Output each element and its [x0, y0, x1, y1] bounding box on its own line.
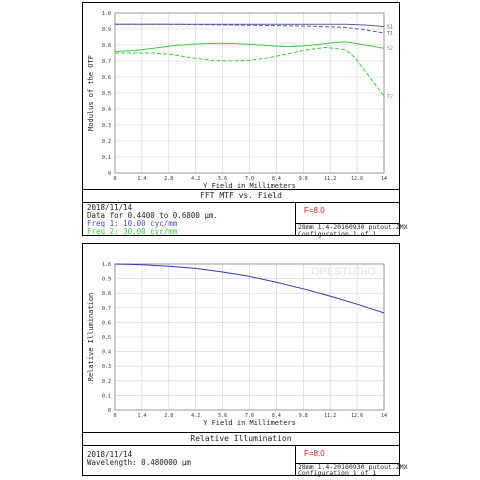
mtf-chart: 0 1.4 2.8 4.2 5.6 7.0 8.4 9.8 11.2 12.6 14 0 0.1 0.2 0… [87, 11, 393, 190]
plot-frame [114, 12, 385, 174]
y-tick-label: 0.5 [102, 335, 111, 341]
x-tick-label: 2.8 [164, 176, 173, 182]
ri-chart: 0 1.4 2.8 4.2 5.6 7.0 8.4 9.8 11.2 12.6 14 0 0.1 0.2 0… [87, 262, 387, 427]
ri-filename: 28mm 1.4-20160930 putout.ZMX [298, 463, 408, 471]
mtf-chart-title: FFT MTF vs. Field [83, 189, 399, 203]
x-tick-label: 11.2 [324, 413, 336, 419]
y-tick-label: 0.6 [102, 75, 111, 81]
y-tick-label: 0.9 [102, 277, 111, 283]
ri-info-right: F=8.0 28mm 1.4-20160930 putout.ZMX Confi… [295, 445, 408, 477]
ri-panel: 0 1.4 2.8 4.2 5.6 7.0 8.4 9.8 11.2 12.6 14 0 0.1 0.2 0… [82, 243, 408, 477]
series-label-s2: S2 [387, 46, 393, 52]
y-tick-label: 0.8 [102, 43, 111, 49]
mtf-freq1: Freq 1: 10.00 cyc/mm [87, 219, 178, 228]
mtf-info-box: 2018/11/14 Data for 0.4400 to 0.6800 µm.… [83, 202, 408, 238]
x-tick-label: 4.2 [191, 413, 200, 419]
y-axis-label: Relative Illumination [87, 293, 95, 382]
x-tick-label: 8.4 [272, 176, 281, 182]
x-tick-label: 12.6 [351, 176, 363, 182]
y-tick-label: 0.9 [102, 27, 111, 33]
ri-date: 2018/11/14 [87, 450, 133, 459]
x-tick-label: 9.8 [299, 176, 308, 182]
y-tick-label: 0.7 [102, 59, 111, 65]
ri-divider [296, 463, 400, 464]
x-tick-label: 7.0 [245, 176, 254, 182]
series-line-t1 [115, 23, 385, 34]
y-tick-label: 0.6 [102, 320, 111, 326]
x-tick-label: 0 [113, 413, 116, 419]
y-tick-label: 0.3 [102, 123, 111, 129]
x-tick-label: 9.8 [299, 413, 308, 419]
x-tick-label: 12.6 [351, 413, 363, 419]
series-line-s2 [114, 41, 385, 52]
ri-fnumber: F=8.0 [304, 449, 325, 458]
ri-info-box: 2018/11/14 Wavelength: 0.480000 µm F=8.0… [83, 445, 408, 477]
y-tick-label: 0.2 [102, 139, 111, 145]
y-tick-label: 0 [108, 171, 111, 177]
mtf-divider [296, 223, 400, 224]
y-tick-label: 0.2 [102, 379, 111, 385]
x-tick-label: 1.4 [137, 413, 146, 419]
series-line-0 [114, 263, 385, 314]
x-tick-label: 14 [381, 176, 387, 182]
mtf-config: Configuration 1 of 1 [298, 230, 377, 238]
y-tick-label: 0.3 [102, 364, 111, 370]
y-tick-label: 0.4 [102, 107, 111, 113]
series-label-t2: T2 [387, 94, 393, 100]
x-tick-label: 5.6 [218, 176, 227, 182]
y-tick-label: 0 [108, 408, 111, 414]
y-tick-label: 0.7 [102, 306, 111, 312]
ri-wavelength: Wavelength: 0.480000 µm [87, 458, 191, 467]
x-tick-label: 4.2 [191, 176, 200, 182]
x-tick-label: 2.8 [164, 413, 173, 419]
y-tick-label: 0.8 [102, 291, 111, 297]
mtf-freq2: Freq 2: 30.00 cyc/mm [87, 227, 178, 236]
y-tick-label: 1.0 [102, 262, 111, 268]
mtf-data-range: Data for 0.4400 to 0.6800 µm. [87, 211, 218, 220]
x-tick-label: 8.4 [272, 413, 281, 419]
ri-config: Configuration 1 of 1 [298, 469, 377, 477]
y-tick-label: 0.5 [102, 91, 111, 97]
mtf-info-text: 2018/11/14 Data for 0.4400 to 0.6800 µm.… [87, 204, 218, 236]
y-tick-label: 0.1 [102, 393, 111, 399]
x-tick-label: 14 [381, 413, 387, 419]
y-tick-label: 1.0 [102, 11, 111, 17]
x-tick-label: 7.0 [245, 413, 254, 419]
watermark-logo: OPESTUDIO [311, 266, 376, 278]
mtf-fnumber: F=8.0 [304, 206, 325, 215]
ri-info-text: 2018/11/14 Wavelength: 0.480000 µm [87, 451, 191, 467]
mtf-filename: 28mm 1.4-20160930 putout.ZMX [298, 223, 408, 231]
mtf-info-right: F=8.0 28mm 1.4-20160930 putout.ZMX Confi… [295, 202, 408, 238]
x-axis-label: Y Field in Millimeters [203, 182, 296, 190]
y-tick-label: 0.1 [102, 155, 111, 161]
series-label-t1: T1 [387, 31, 393, 37]
x-tick-label: 11.2 [324, 176, 336, 182]
ri-chart-title: Relative Illumination [83, 432, 399, 446]
mtf-date: 2018/11/14 [87, 203, 133, 212]
series-label-s1: S1 [387, 25, 393, 31]
x-tick-label: 5.6 [218, 413, 227, 419]
mtf-panel: 0 1.4 2.8 4.2 5.6 7.0 8.4 9.8 11.2 12.6 14 0 0.1 0.2 0… [82, 2, 408, 238]
plot-frame [114, 263, 385, 411]
x-axis-label: Y Field in Millimeters [203, 419, 296, 427]
x-tick-label: 0 [113, 176, 116, 182]
y-axis-label: Modulus of the OTF [87, 55, 95, 131]
series-line-t2 [115, 46, 385, 97]
x-tick-label: 1.4 [137, 176, 146, 182]
y-tick-label: 0.4 [102, 350, 111, 356]
